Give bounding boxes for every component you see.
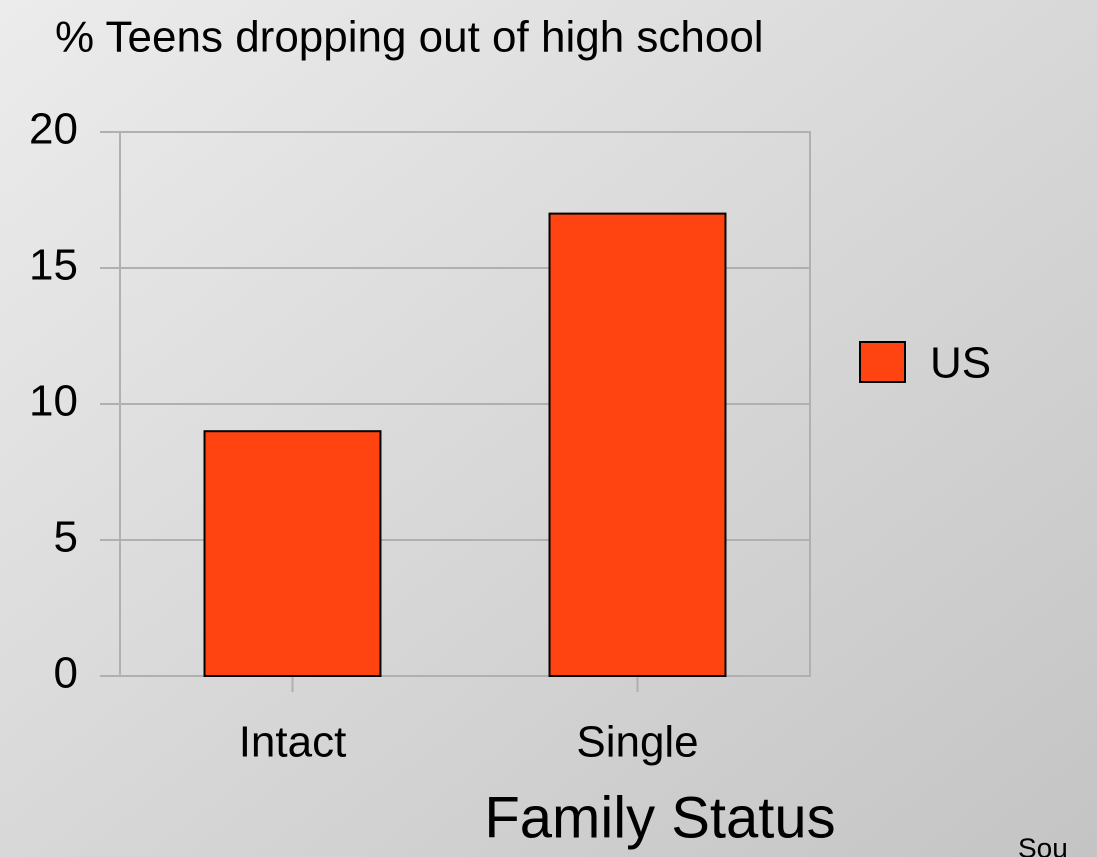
chart-title: % Teens dropping out of high school (55, 13, 764, 62)
y-tick-label: 0 (54, 649, 78, 698)
annotation: Sou (1018, 832, 1068, 857)
x-tick-label: Single (576, 718, 698, 767)
y-tick-label: 15 (29, 241, 78, 290)
bar (203, 430, 382, 678)
y-tick-label: 5 (54, 513, 78, 562)
y-tick-label: 10 (29, 377, 78, 426)
x-tick-label: Intact (239, 718, 347, 767)
y-tick-label: 20 (29, 105, 78, 154)
legend-swatch (859, 341, 906, 383)
legend-label: US (930, 339, 991, 388)
x-axis-label: Family Status (484, 785, 835, 850)
bar (548, 212, 727, 677)
